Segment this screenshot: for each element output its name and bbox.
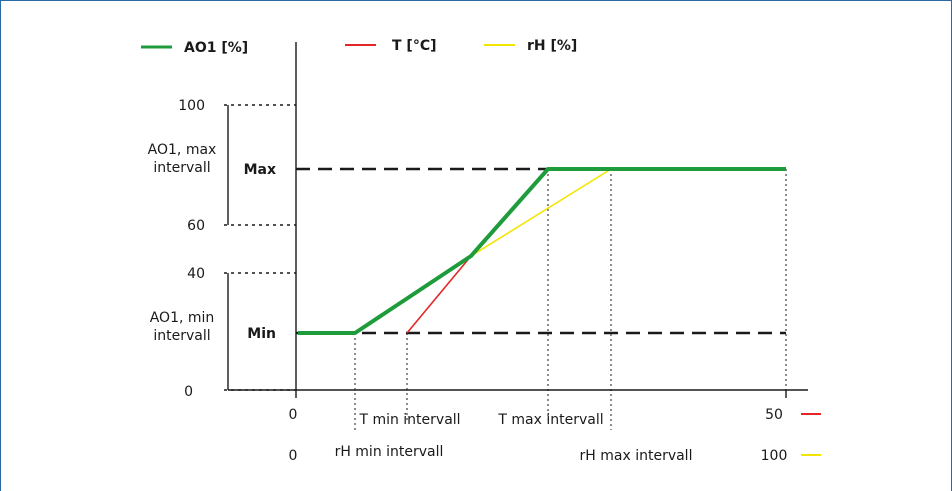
min-level-label: Min (247, 326, 276, 342)
x-rh-start-label: 0 (289, 448, 298, 464)
x-temp-max-label: T max intervall (497, 412, 603, 428)
y-tick-40-label: 40 (187, 266, 205, 282)
y-tick-60-label: 60 (187, 218, 205, 234)
x-temp-min-label: T min intervall (358, 412, 460, 428)
x-rh-min-label: rH min intervall (335, 444, 444, 460)
max-interval-label-line1: AO1, max (148, 142, 217, 158)
x-interval-guides (354, 169, 787, 430)
x-temp-start-label: 0 (289, 407, 298, 423)
legend-rh-label: rH [%] (527, 38, 577, 54)
y-tick-0-label: 0 (184, 384, 193, 400)
legend-temp-label: T [°C] (392, 38, 437, 54)
x-rh-max-label: rH max intervall (580, 448, 693, 464)
legend: AO1 [%] T [°C] rH [%] (141, 38, 577, 56)
y-tick-100-label: 100 (178, 98, 205, 114)
max-level-label: Max (244, 162, 276, 178)
x-rh-end-label: 100 (761, 448, 788, 464)
x-temp-end-label: 50 (765, 407, 783, 423)
min-interval-label-line1: AO1, min (150, 310, 215, 326)
min-interval-label-line2: intervall (153, 328, 210, 344)
ao1-curve (298, 167, 786, 335)
max-interval-label-line2: intervall (153, 160, 210, 176)
y-tick-guides (224, 104, 296, 391)
legend-ao1-label: AO1 [%] (184, 40, 248, 56)
